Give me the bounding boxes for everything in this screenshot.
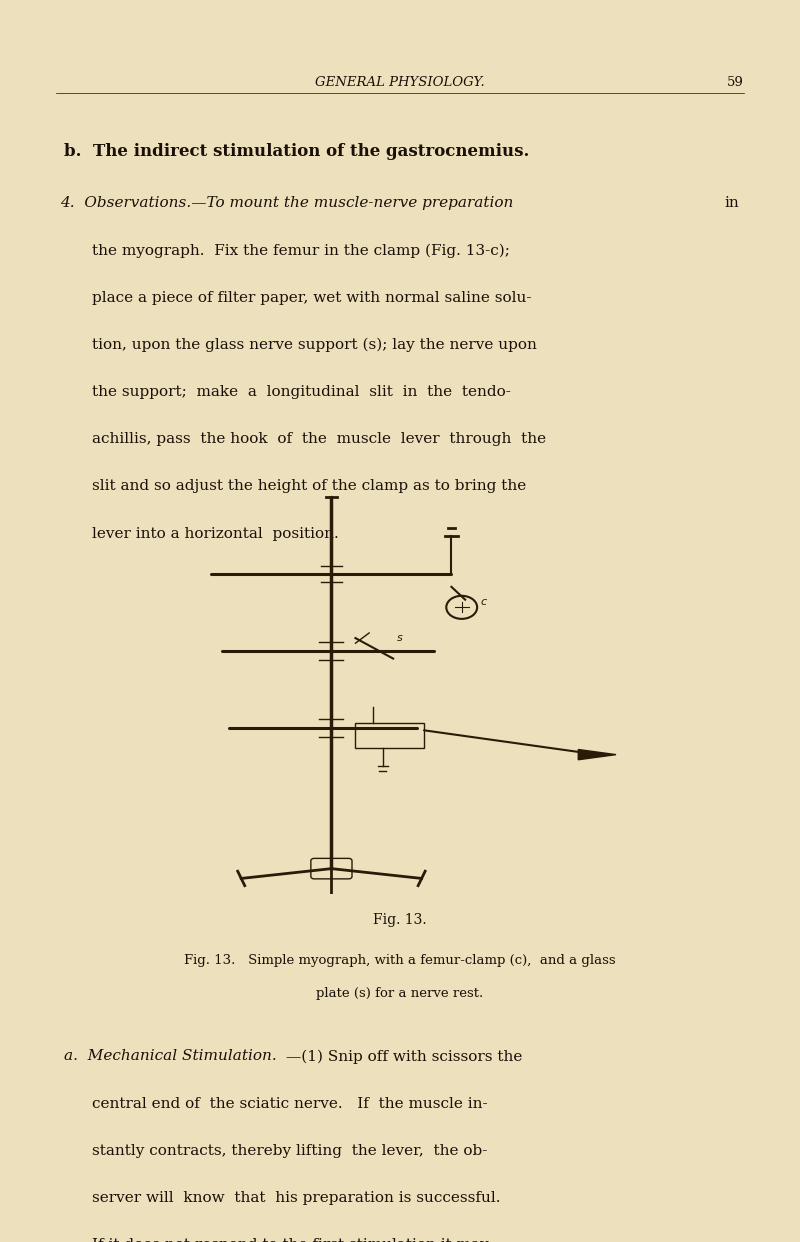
Text: achillis, pass  the hook  of  the  muscle  lever  through  the: achillis, pass the hook of the muscle le… xyxy=(92,432,546,446)
Text: the support;  make  a  longitudinal  slit  in  the  tendo-: the support; make a longitudinal slit in… xyxy=(92,385,511,399)
Text: a.  Mechanical Stimulation.: a. Mechanical Stimulation. xyxy=(64,1049,277,1063)
Text: Fig. 13.   Simple myograph, with a femur-clamp (c),  and a glass: Fig. 13. Simple myograph, with a femur-c… xyxy=(184,954,616,966)
Text: lever into a horizontal  position.: lever into a horizontal position. xyxy=(92,527,338,540)
Text: slit and so adjust the height of the clamp as to bring the: slit and so adjust the height of the cla… xyxy=(92,479,526,493)
Text: tion, upon the glass nerve support (s); lay the nerve upon: tion, upon the glass nerve support (s); … xyxy=(92,338,537,353)
Text: s: s xyxy=(397,632,402,642)
Text: c: c xyxy=(481,596,486,607)
Text: in: in xyxy=(724,196,738,210)
Text: GENERAL PHYSIOLOGY.: GENERAL PHYSIOLOGY. xyxy=(315,77,485,89)
Text: central end of  the sciatic nerve.   If  the muscle in-: central end of the sciatic nerve. If the… xyxy=(92,1097,488,1110)
Text: place a piece of filter paper, wet with normal saline solu-: place a piece of filter paper, wet with … xyxy=(92,291,531,304)
Text: plate (s) for a nerve rest.: plate (s) for a nerve rest. xyxy=(316,987,484,1000)
Text: 59: 59 xyxy=(727,77,744,89)
Text: —(1) Snip off with scissors the: —(1) Snip off with scissors the xyxy=(286,1049,522,1064)
Text: server will  know  that  his preparation is successful.: server will know that his preparation is… xyxy=(92,1191,501,1205)
Text: Fig. 13.: Fig. 13. xyxy=(373,913,427,927)
Text: stantly contracts, thereby lifting  the lever,  the ob-: stantly contracts, thereby lifting the l… xyxy=(92,1144,487,1158)
FancyBboxPatch shape xyxy=(311,858,352,879)
Text: 4.  Observations.—To mount the muscle-nerve preparation: 4. Observations.—To mount the muscle-ner… xyxy=(60,196,514,210)
Bar xyxy=(355,723,424,748)
Text: the myograph.  Fix the femur in the clamp (Fig. 13-c);: the myograph. Fix the femur in the clamp… xyxy=(92,243,510,258)
Text: b.  The indirect stimulation of the gastrocnemius.: b. The indirect stimulation of the gastr… xyxy=(64,143,530,160)
Polygon shape xyxy=(578,749,616,760)
Text: If it does not respond to the first stimulation it may: If it does not respond to the first stim… xyxy=(92,1238,489,1242)
